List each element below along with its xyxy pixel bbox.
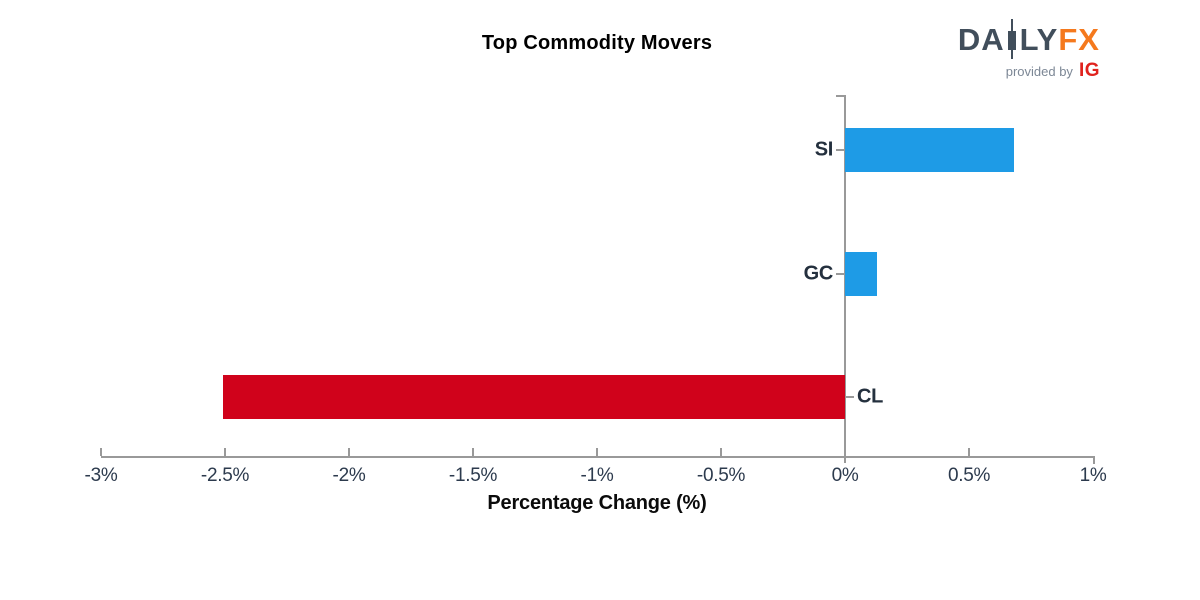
chart-title: Top Commodity Movers [481,32,713,54]
x-tick-label: -2% [332,465,366,486]
y-axis-top-cap [836,95,844,97]
x-tick-label: -1.5% [448,465,498,486]
ig-logo: IG [1078,60,1100,81]
x-tick-label: -1% [580,465,614,486]
dailyfx-wordmark: DA LY FX [957,19,1100,59]
x-tick-label: -3% [84,465,118,486]
x-tick [720,448,722,456]
bar-cl [222,375,845,419]
x-tick [968,448,970,456]
x-tick [100,448,102,456]
x-axis-title: Percentage Change (%) [487,492,707,514]
x-axis-line [101,456,1093,458]
category-label-gc: GC [803,262,834,285]
category-tick [836,273,844,275]
logo-text-da: DA [957,21,1005,57]
x-tick-label: -2.5% [200,465,250,486]
bar-si [845,128,1014,172]
provided-by-text: provided by [1005,64,1073,79]
x-tick [224,448,226,456]
candlestick-icon [1008,19,1017,59]
bar-gc [845,252,878,296]
category-tick [836,149,844,151]
x-tick-label: 0% [831,465,859,486]
x-tick [472,448,474,456]
x-tick [1093,456,1095,464]
x-tick [348,448,350,456]
x-tick-label: 0.5% [947,465,991,486]
x-tick [596,448,598,456]
logo-tagline: provided by IG [958,60,1100,82]
category-tick [846,396,854,398]
logo-text-fx: FX [1058,21,1100,57]
x-tick-label: -0.5% [696,465,746,486]
dailyfx-logo: DA LY FX provided by IG [957,19,1100,82]
logo-text-ly: LY [1019,21,1059,57]
category-label-cl: CL [857,385,884,408]
category-label-si: SI [814,138,834,161]
x-tick-label: 1% [1079,465,1107,486]
